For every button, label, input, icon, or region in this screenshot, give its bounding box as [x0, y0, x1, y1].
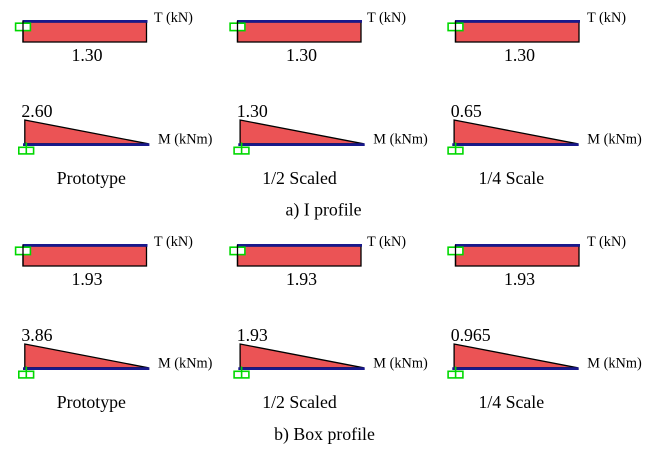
svg-text:3.86: 3.86	[21, 325, 52, 345]
svg-text:T (kN): T (kN)	[367, 10, 406, 26]
svg-text:M (kNm): M (kNm)	[373, 131, 428, 147]
svg-text:1.30: 1.30	[71, 45, 102, 65]
svg-text:T (kN): T (kN)	[587, 10, 626, 26]
svg-text:Prototype: Prototype	[57, 168, 126, 188]
svg-text:b) Box profile: b) Box profile	[274, 424, 375, 445]
svg-text:0.65: 0.65	[451, 101, 482, 121]
svg-text:M (kNm): M (kNm)	[158, 355, 213, 371]
svg-text:1/2 Scaled: 1/2 Scaled	[262, 168, 337, 188]
svg-text:1.30: 1.30	[504, 45, 535, 65]
svg-text:M (kNm): M (kNm)	[158, 131, 213, 147]
svg-text:1.30: 1.30	[286, 45, 317, 65]
svg-text:0.965: 0.965	[451, 325, 491, 345]
svg-text:1/4 Scale: 1/4 Scale	[478, 168, 544, 188]
svg-text:T (kN): T (kN)	[154, 10, 193, 26]
svg-text:T (kN): T (kN)	[367, 234, 406, 250]
svg-text:M (kNm): M (kNm)	[587, 131, 642, 147]
svg-text:1/4 Scale: 1/4 Scale	[478, 392, 544, 412]
svg-text:M (kNm): M (kNm)	[373, 355, 428, 371]
svg-text:T (kN): T (kN)	[154, 234, 193, 250]
svg-text:T (kN): T (kN)	[587, 234, 626, 250]
svg-text:1.30: 1.30	[237, 101, 268, 121]
svg-text:a) I profile: a) I profile	[285, 199, 361, 220]
svg-text:1/2 Scaled: 1/2 Scaled	[262, 392, 337, 412]
svg-text:1.93: 1.93	[504, 269, 535, 289]
svg-text:Prototype: Prototype	[57, 392, 126, 412]
svg-text:1.93: 1.93	[286, 269, 317, 289]
svg-text:2.60: 2.60	[21, 101, 52, 121]
svg-text:M (kNm): M (kNm)	[587, 355, 642, 371]
svg-text:1.93: 1.93	[237, 325, 268, 345]
svg-text:1.93: 1.93	[71, 269, 102, 289]
